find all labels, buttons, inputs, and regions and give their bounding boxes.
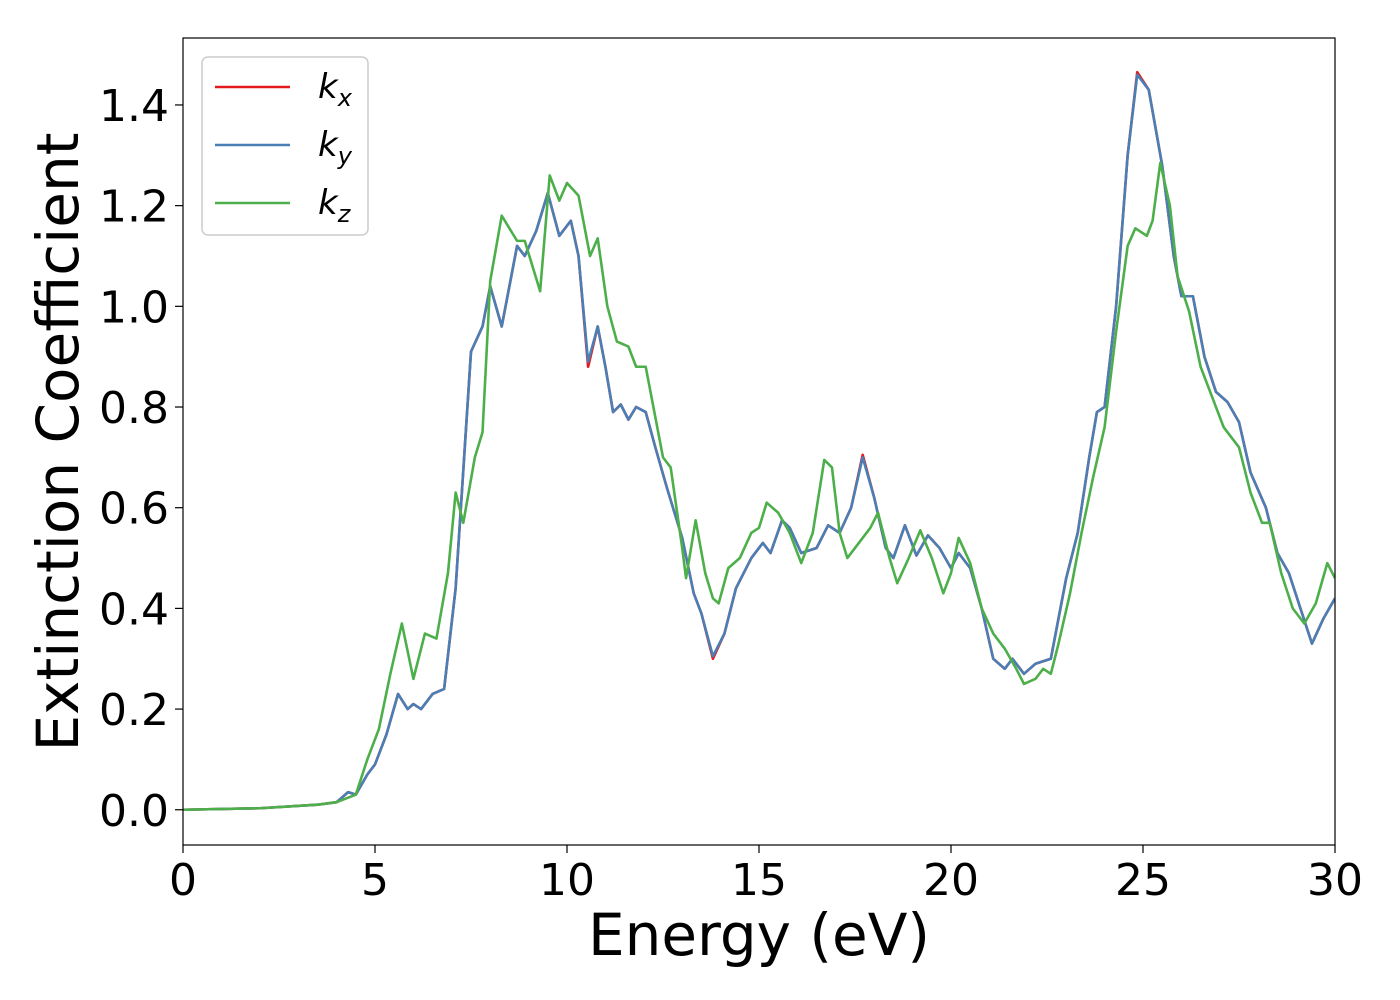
legend-label: kx	[318, 67, 353, 112]
x-tick-label: 20	[923, 855, 979, 906]
x-tick-label: 25	[1115, 855, 1171, 906]
x-tick-label: 10	[539, 855, 595, 906]
y-axis-label: Extinction Coefficient	[24, 133, 92, 752]
x-tick-label: 0	[169, 855, 197, 906]
series-line	[183, 73, 1335, 812]
y-tick-label: 1.0	[99, 282, 169, 333]
legend-label: kz	[318, 183, 352, 228]
y-tick-label: 0.8	[99, 383, 169, 434]
legend: kx ky kz	[201, 56, 369, 236]
series-line	[183, 161, 1335, 812]
x-tick-label: 15	[731, 855, 787, 906]
x-tick-label: 5	[361, 855, 389, 906]
plot-area	[183, 70, 1335, 812]
y-tick-label: 0.4	[99, 584, 169, 635]
y-tick-label: 1.2	[99, 182, 169, 233]
x-tick-label: 30	[1307, 855, 1363, 906]
legend-label: ky	[318, 125, 353, 170]
x-axis-label: Energy (eV)	[588, 901, 930, 969]
y-tick-label: 1.4	[99, 81, 169, 132]
y-tick-label: 0.6	[99, 484, 169, 535]
y-tick-label: 0.0	[99, 786, 169, 837]
y-tick-label: 0.2	[99, 685, 169, 736]
